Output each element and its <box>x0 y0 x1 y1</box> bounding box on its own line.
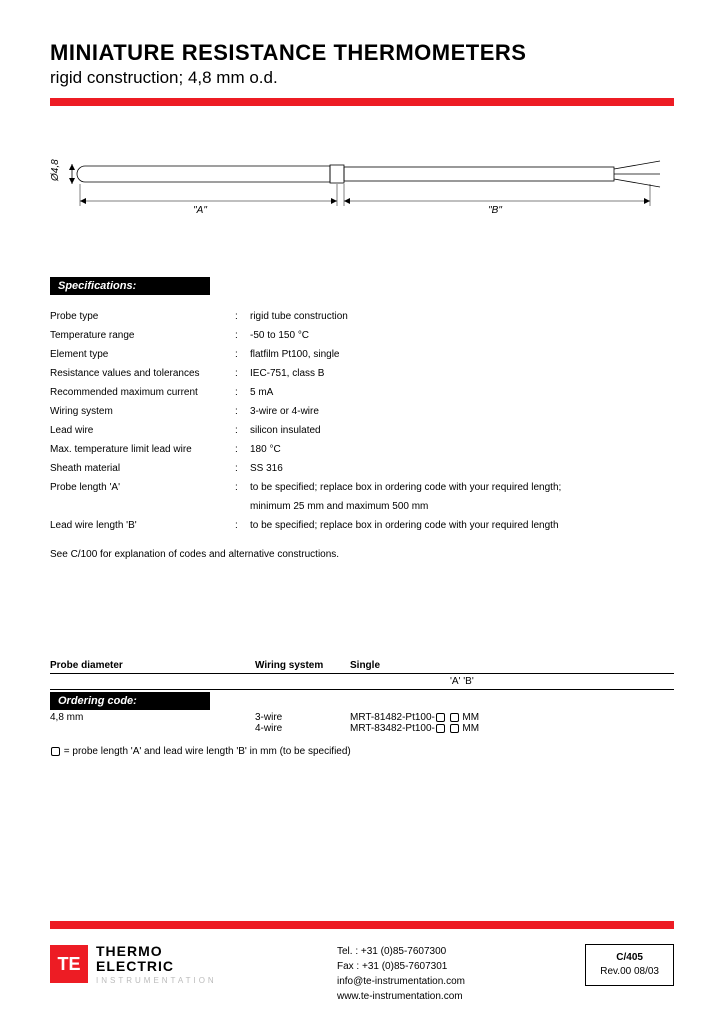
spec-colon: : <box>235 463 250 474</box>
ordering-legend-text: = probe length 'A' and lead wire length … <box>64 746 351 757</box>
spec-header: Specifications: <box>50 277 210 295</box>
spec-value: 180 °C <box>250 444 674 455</box>
spec-label: Max. temperature limit lead wire <box>50 444 235 455</box>
spec-label: Probe length 'A' <box>50 482 235 493</box>
spec-value: flatfilm Pt100, single <box>250 349 674 360</box>
spec-label: Resistance values and tolerances <box>50 368 235 379</box>
spec-colon: : <box>235 311 250 322</box>
accent-bar-top <box>50 98 674 106</box>
spec-value: silicon insulated <box>250 425 674 436</box>
spec-note: See C/100 for explanation of codes and a… <box>50 549 674 560</box>
spec-label: Lead wire length 'B' <box>50 520 235 531</box>
spec-colon: : <box>235 444 250 455</box>
spec-value: 3-wire or 4-wire <box>250 406 674 417</box>
page-subtitle: rigid construction; 4,8 mm o.d. <box>50 68 674 88</box>
doc-reference-box: C/405 Rev.00 08/03 <box>585 944 674 986</box>
spec-colon: : <box>235 387 250 398</box>
spec-value: -50 to 150 °C <box>250 330 674 341</box>
spec-colon: : <box>235 425 250 436</box>
spec-label: Lead wire <box>50 425 235 436</box>
ord-code: MRT-83482-Pt100- MM <box>350 723 479 734</box>
spec-value: to be specified; replace box in ordering… <box>250 520 674 531</box>
ord-diameter-value: 4,8 mm <box>50 712 255 734</box>
spec-row: Wiring system:3-wire or 4-wire <box>50 402 674 421</box>
ordering-row: 3-wireMRT-81482-Pt100- MM <box>255 712 479 723</box>
spec-colon <box>235 501 250 512</box>
spec-row: Sheath material:SS 316 <box>50 459 674 478</box>
logo-sub: INSTRUMENTATION <box>96 976 217 985</box>
spec-row: Recommended maximum current:5 mA <box>50 383 674 402</box>
ord-header-diameter: Probe diameter <box>50 660 255 671</box>
placeholder-box-icon <box>450 713 459 722</box>
spec-value: to be specified; replace box in ordering… <box>250 482 674 493</box>
spec-colon: : <box>235 406 250 417</box>
placeholder-box-icon <box>436 724 445 733</box>
spec-row: Probe length 'A':to be specified; replac… <box>50 478 674 497</box>
spec-value: SS 316 <box>250 463 674 474</box>
ord-header-single: Single <box>350 660 674 671</box>
spec-colon: : <box>235 520 250 531</box>
spec-label: Temperature range <box>50 330 235 341</box>
dim-b-label: "B" <box>488 205 502 216</box>
spec-row: Lead wire length 'B':to be specified; re… <box>50 516 674 535</box>
ordering-section: Probe diameter Wiring system Single 'A' … <box>50 660 674 757</box>
spec-value: IEC-751, class B <box>250 368 674 379</box>
ord-header-wiring: Wiring system <box>255 660 350 671</box>
placeholder-box-icon <box>51 747 60 756</box>
spec-row: Element type:flatfilm Pt100, single <box>50 345 674 364</box>
ord-wiring: 3-wire <box>255 712 350 723</box>
placeholder-box-icon <box>436 713 445 722</box>
page-footer: TE THERMO ELECTRIC INSTRUMENTATION Tel. … <box>50 921 674 1004</box>
doc-ref-rev: Rev.00 08/03 <box>600 965 659 979</box>
ordering-legend: = probe length 'A' and lead wire length … <box>50 746 674 757</box>
spec-value: minimum 25 mm and maximum 500 mm <box>250 501 674 512</box>
spec-colon: : <box>235 330 250 341</box>
ordering-code-header: Ordering code: <box>50 692 210 710</box>
spec-colon: : <box>235 368 250 379</box>
spec-colon: : <box>235 349 250 360</box>
spec-colon: : <box>235 482 250 493</box>
spec-value: 5 mA <box>250 387 674 398</box>
contact-tel: Tel. : +31 (0)85-7607300 <box>337 944 465 959</box>
contact-web: www.te-instrumentation.com <box>337 989 465 1004</box>
spec-row: Probe type:rigid tube construction <box>50 307 674 326</box>
ord-wiring: 4-wire <box>255 723 350 734</box>
page-title: MINIATURE RESISTANCE THERMOMETERS <box>50 40 674 66</box>
accent-bar-bottom <box>50 921 674 929</box>
spec-row: minimum 25 mm and maximum 500 mm <box>50 497 674 516</box>
spec-label: Element type <box>50 349 235 360</box>
doc-ref-main: C/405 <box>600 951 659 965</box>
spec-label: Probe type <box>50 311 235 322</box>
spec-label <box>50 501 235 512</box>
spec-value: rigid tube construction <box>250 311 674 322</box>
spec-label: Sheath material <box>50 463 235 474</box>
logo: TE THERMO ELECTRIC INSTRUMENTATION <box>50 944 217 985</box>
logo-line1: THERMO <box>96 944 217 959</box>
spec-row: Lead wire:silicon insulated <box>50 421 674 440</box>
diameter-label: Ø4,8 <box>50 159 61 182</box>
contact-fax: Fax : +31 (0)85-7607301 <box>337 959 465 974</box>
spec-row: Max. temperature limit lead wire:180 °C <box>50 440 674 459</box>
ord-subhead-ab: 'A' 'B' <box>450 676 474 687</box>
dim-a-label: "A" <box>193 205 207 216</box>
logo-mark: TE <box>50 945 88 983</box>
page-header: MINIATURE RESISTANCE THERMOMETERS rigid … <box>50 40 674 106</box>
ord-rows: 3-wireMRT-81482-Pt100- MM4-wireMRT-83482… <box>255 712 479 734</box>
spec-label: Recommended maximum current <box>50 387 235 398</box>
contact-block: Tel. : +31 (0)85-7607300 Fax : +31 (0)85… <box>337 944 465 1004</box>
probe-diagram: Ø4,8 "A" "B" <box>50 146 674 236</box>
ordering-row: 4-wireMRT-83482-Pt100- MM <box>255 723 479 734</box>
contact-email: info@te-instrumentation.com <box>337 974 465 989</box>
spec-row: Temperature range:-50 to 150 °C <box>50 326 674 345</box>
logo-line2: ELECTRIC <box>96 959 217 974</box>
spec-label: Wiring system <box>50 406 235 417</box>
specifications-section: Specifications: Probe type:rigid tube co… <box>50 276 674 560</box>
spec-row: Resistance values and tolerances:IEC-751… <box>50 364 674 383</box>
placeholder-box-icon <box>450 724 459 733</box>
ord-code: MRT-81482-Pt100- MM <box>350 712 479 723</box>
spec-table: Probe type:rigid tube constructionTemper… <box>50 307 674 535</box>
